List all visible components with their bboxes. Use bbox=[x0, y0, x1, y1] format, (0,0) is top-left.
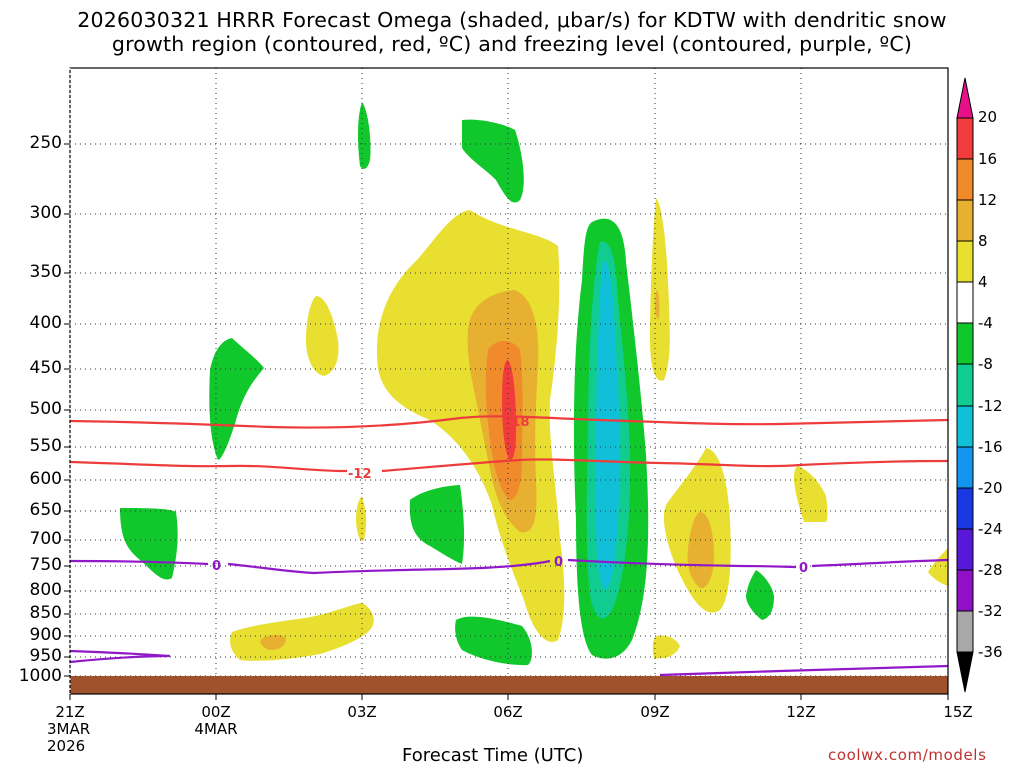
dgz-contour-minus12 bbox=[69, 458, 949, 473]
omega-region-descent-01z-low-core bbox=[260, 635, 286, 650]
colorbar-label-minus36: -36 bbox=[978, 643, 1003, 661]
shaded-omega-field bbox=[120, 102, 948, 666]
omega-region-descent-03z bbox=[356, 496, 367, 541]
chart-title-line-2: growth region (contoured, red, ºC) and f… bbox=[111, 32, 913, 56]
x-start-date-year: 2026 bbox=[47, 737, 86, 755]
colorbar-label-16: 16 bbox=[978, 150, 998, 168]
omega-region-ascent-05z-low bbox=[455, 616, 532, 666]
x-tick-label-12z: 12Z bbox=[786, 703, 816, 721]
omega-region-descent-core bbox=[502, 360, 516, 460]
colorbar-cell-minus8-minus12 bbox=[956, 363, 974, 407]
colorbar-cell-minus32-minus36 bbox=[956, 610, 974, 653]
omega-region-ascent-250mb bbox=[358, 102, 371, 169]
omega-region-ascent-04z bbox=[409, 485, 465, 564]
colorbar-cell-minus24-minus28 bbox=[956, 528, 974, 571]
colorbar-cell-8-12 bbox=[956, 199, 974, 242]
colorbar-cell-minus4-minus8 bbox=[956, 322, 974, 365]
y-tick-label-500: 500 bbox=[29, 399, 62, 419]
omega-region-descent-12z bbox=[794, 466, 828, 522]
x-tick-label-00z: 00Z bbox=[201, 703, 231, 721]
x-midnight-date: 4MAR bbox=[194, 720, 238, 738]
colorbar-cell-12-16 bbox=[956, 158, 974, 201]
colorbar-cell-minus20-minus24 bbox=[956, 487, 974, 530]
omega-region-descent-15z bbox=[928, 548, 948, 586]
freezing-level-label-12z: 0 bbox=[799, 561, 808, 576]
colorbar-cell-4-8 bbox=[956, 240, 974, 283]
colorbar-label-12: 12 bbox=[978, 191, 998, 209]
omega-region-descent-400mb bbox=[306, 296, 339, 376]
y-tick-label-250: 250 bbox=[29, 133, 62, 153]
x-axis-title: Forecast Time (UTC) bbox=[402, 745, 584, 766]
omega-region-descent-10z-core bbox=[687, 512, 714, 589]
colorbar-label-minus24: -24 bbox=[978, 520, 1003, 538]
x-tick-label-06z: 06Z bbox=[493, 703, 523, 721]
y-tick-label-350: 350 bbox=[29, 262, 62, 282]
omega-region-ascent-peak bbox=[595, 260, 620, 590]
y-tick-label-550: 550 bbox=[29, 436, 62, 456]
colorbar-cell-minus16-minus20 bbox=[956, 446, 974, 489]
colorbar-label-minus20: -20 bbox=[978, 479, 1003, 497]
y-tick-marks bbox=[64, 143, 70, 677]
colorbar-label-minus16: -16 bbox=[978, 438, 1003, 456]
dgz-contour-minus18 bbox=[69, 415, 949, 429]
freezing-level-label-00z: 0 bbox=[212, 559, 221, 574]
omega-region-descent-09z-upper-core bbox=[655, 290, 660, 319]
freezing-level-contour bbox=[69, 558, 949, 575]
credit-link[interactable]: coolwx.com/models bbox=[828, 746, 987, 764]
ground-surface bbox=[70, 676, 948, 694]
omega-region-descent-09z-low bbox=[652, 635, 680, 659]
colorbar-label-minus28: -28 bbox=[978, 561, 1003, 579]
plot-frame bbox=[69, 67, 949, 695]
y-tick-label-900: 900 bbox=[29, 625, 62, 645]
y-tick-label-450: 450 bbox=[29, 358, 62, 378]
colorbar-cell-minus12-minus16 bbox=[956, 405, 974, 448]
colorbar-cell-top-arrow bbox=[956, 77, 974, 119]
colorbar-label-minus8: -8 bbox=[978, 355, 993, 373]
y-tick-label-300: 300 bbox=[29, 203, 62, 223]
x-tick-label-21z: 21Z bbox=[55, 703, 85, 721]
freezing-level-contour-surface bbox=[659, 664, 949, 677]
freezing-level-label-07z: 0 bbox=[554, 555, 563, 570]
x-tick-marks bbox=[69, 694, 949, 700]
colorbar-label-20: 20 bbox=[978, 108, 998, 126]
colorbar-label-4: 4 bbox=[978, 273, 988, 291]
y-tick-label-600: 600 bbox=[29, 469, 62, 489]
y-tick-label-400: 400 bbox=[29, 313, 62, 333]
omega-region-ascent-top-06z bbox=[462, 119, 524, 203]
colorbar-label-minus12: -12 bbox=[978, 397, 1003, 415]
colorbar-label-8: 8 bbox=[978, 232, 988, 250]
x-start-date-day: 3MAR bbox=[47, 720, 91, 738]
x-tick-label-09z: 09Z bbox=[640, 703, 670, 721]
colorbar-label-minus4: -4 bbox=[978, 314, 993, 332]
colorbar-cell-neutral bbox=[956, 281, 974, 324]
y-tick-label-950: 950 bbox=[29, 646, 62, 666]
colorbar-label-minus32: -32 bbox=[978, 602, 1003, 620]
y-tick-label-800: 800 bbox=[29, 580, 62, 600]
y-tick-label-650: 650 bbox=[29, 500, 62, 520]
dgz-label-minus12: -12 bbox=[348, 467, 372, 482]
colorbar-cell-minus28-minus32 bbox=[956, 569, 974, 612]
y-tick-label-1000: 1000 bbox=[18, 666, 62, 686]
x-tick-label-03z: 03Z bbox=[347, 703, 377, 721]
y-tick-label-750: 750 bbox=[29, 555, 62, 575]
dgz-label-minus18: -18 bbox=[506, 415, 530, 430]
colorbar-cell-bottom-arrow bbox=[956, 651, 974, 693]
omega-region-ascent-11z bbox=[746, 570, 774, 620]
colorbar-cell-16-20 bbox=[956, 117, 974, 160]
freezing-level-contour-low bbox=[69, 649, 171, 664]
x-tick-label-15z: 15Z bbox=[943, 703, 973, 721]
y-tick-label-850: 850 bbox=[29, 603, 62, 623]
y-tick-label-700: 700 bbox=[29, 529, 62, 549]
colorbar bbox=[956, 77, 974, 693]
chart-title-line-1: 2026030321 HRRR Forecast Omega (shaded, … bbox=[77, 8, 947, 32]
